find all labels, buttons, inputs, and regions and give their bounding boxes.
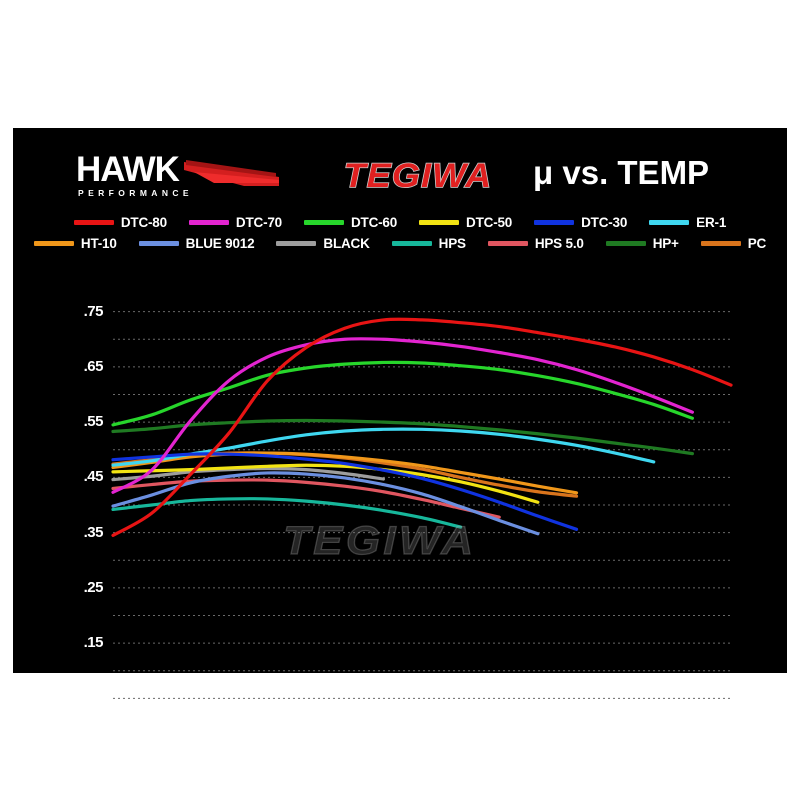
x-axis-tick-label: 760 — [603, 752, 627, 768]
legend-item-pc[interactable]: PC — [700, 236, 767, 251]
legend-item-dtc-80[interactable]: DTC-80 — [73, 215, 167, 230]
legend-swatch-icon — [276, 241, 317, 246]
y-axis-tick-label: .35 — [83, 523, 104, 541]
x-axis-tick-label: 650 — [526, 752, 550, 768]
legend-swatch-icon — [534, 220, 575, 225]
series-line-dtc-50 — [111, 463, 540, 504]
plot-area: TEGIWA TEMPERATURE °C .75.65.55.45.35.25… — [13, 276, 787, 796]
legend-item-er-1[interactable]: ER-1 — [649, 215, 726, 230]
series-line-hps-5-0 — [111, 478, 501, 519]
legend-swatch-icon — [419, 220, 460, 225]
hawk-tagline: PERFORMANCE — [78, 188, 193, 198]
legend-label: DTC-60 — [350, 215, 398, 230]
legend-label: HT-10 — [80, 236, 117, 251]
legend-swatch-icon — [391, 241, 432, 246]
chart-legend: DTC-80 DTC-70 DTC-60 DTC-50 DTC-30 ER-1 HT-10… — [13, 212, 787, 254]
hawk-wordmark: HAWK — [76, 150, 180, 189]
x-axis-tick-label: 370 — [333, 752, 357, 768]
legend-item-hps-5-0[interactable]: HPS 5.0 — [487, 236, 584, 251]
x-axis-tick-label: 200 — [217, 752, 241, 768]
legend-swatch-icon — [73, 220, 114, 225]
x-axis-tick-label: 815 — [642, 752, 666, 768]
chart-header: HAWK PERFORMANCE TEGIWA μ vs. TEMP — [13, 142, 787, 204]
x-axis-tick-label: 595 — [487, 752, 511, 768]
legend-swatch-icon — [33, 241, 74, 246]
series-line-ht-10 — [111, 451, 579, 495]
x-axis-tick-label: 925 — [719, 752, 743, 768]
x-axis-title: TEMPERATURE °C — [344, 784, 456, 796]
legend-item-blue-9012[interactable]: BLUE 9012 — [138, 236, 255, 251]
x-axis-tick-label: 870 — [681, 752, 704, 768]
hawk-swoosh-icon — [184, 160, 279, 186]
x-axis-tick-label: 540 — [449, 752, 472, 768]
legend-label: HP+ — [652, 236, 679, 251]
legend-label: DTC-80 — [120, 215, 167, 230]
x-axis-tick-label: 705 — [565, 752, 588, 768]
x-axis-tick-label: 425 — [372, 752, 395, 768]
legend-item-dtc-60[interactable]: DTC-60 — [303, 215, 398, 230]
legend-item-ht-10[interactable]: HT-10 — [33, 236, 117, 251]
legend-item-hps[interactable]: HPS — [391, 236, 466, 251]
legend-row-1: DTC-80 DTC-70 DTC-60 DTC-50 DTC-30 ER-1 — [13, 212, 787, 233]
series-line-dtc-60 — [111, 360, 694, 427]
legend-label: HPS 5.0 — [534, 236, 584, 251]
y-axis-tick-label: .65 — [83, 357, 104, 375]
x-axis-tick-label: 90 — [144, 752, 160, 768]
legend-swatch-icon — [605, 241, 646, 246]
y-axis-tick-label: .55 — [83, 413, 104, 431]
legend-swatch-icon — [487, 241, 528, 246]
x-axis-tick-label: 35 — [105, 752, 121, 768]
legend-label: PC — [747, 236, 767, 251]
legend-item-dtc-50[interactable]: DTC-50 — [419, 215, 512, 230]
legend-swatch-icon — [303, 220, 344, 225]
page-title: μ vs. TEMP — [533, 154, 710, 191]
legend-item-dtc-70[interactable]: DTC-70 — [188, 215, 282, 230]
legend-label: BLUE 9012 — [185, 236, 255, 251]
series-line-blue-9012 — [111, 471, 540, 536]
legend-swatch-icon — [649, 220, 690, 225]
y-axis-tick-label: .75 — [83, 302, 104, 320]
plot-canvas — [111, 311, 733, 699]
x-axis-tick-label: 315 — [294, 752, 318, 768]
chart-panel: HAWK PERFORMANCE TEGIWA μ vs. TEMP DTC-8… — [13, 128, 787, 796]
legend-swatch-icon — [700, 241, 741, 246]
x-axis-tick-label: 150 — [178, 752, 202, 768]
legend-label: ER-1 — [696, 215, 727, 230]
legend-label: DTC-70 — [235, 215, 282, 230]
legend-row-2: HT-10 BLUE 9012 BLACK HPS HPS 5.0 HP+ PC — [13, 233, 787, 254]
tegiwa-wordmark: TEGIWA — [343, 156, 493, 196]
hawk-performance-logo: HAWK PERFORMANCE — [76, 152, 286, 200]
y-axis-tick-label: .45 — [83, 468, 104, 486]
tegiwa-logo: TEGIWA — [313, 156, 511, 196]
series-line-hp- — [111, 418, 694, 456]
legend-swatch-icon — [138, 241, 179, 246]
legend-item-black[interactable]: BLACK — [276, 236, 370, 251]
legend-label: BLACK — [323, 236, 370, 251]
series-line-dtc-80 — [111, 317, 733, 537]
legend-swatch-icon — [188, 220, 229, 225]
x-axis-tick-label: 480 — [410, 752, 434, 768]
y-axis-tick-label: .05 — [83, 689, 104, 707]
legend-label: DTC-50 — [466, 215, 513, 230]
series-line-dtc-70 — [111, 337, 694, 494]
series-line-dtc-30 — [111, 452, 579, 531]
legend-label: HPS — [438, 236, 466, 251]
y-axis-tick-label: .15 — [83, 634, 104, 652]
legend-label: DTC-30 — [581, 215, 628, 230]
x-axis-tick-label: 260 — [256, 752, 279, 768]
series-line-hps — [111, 497, 463, 529]
legend-item-hp-[interactable]: HP+ — [605, 236, 679, 251]
series-line-black — [111, 466, 385, 482]
legend-item-dtc-30[interactable]: DTC-30 — [534, 215, 627, 230]
y-axis-tick-label: .25 — [83, 578, 104, 596]
